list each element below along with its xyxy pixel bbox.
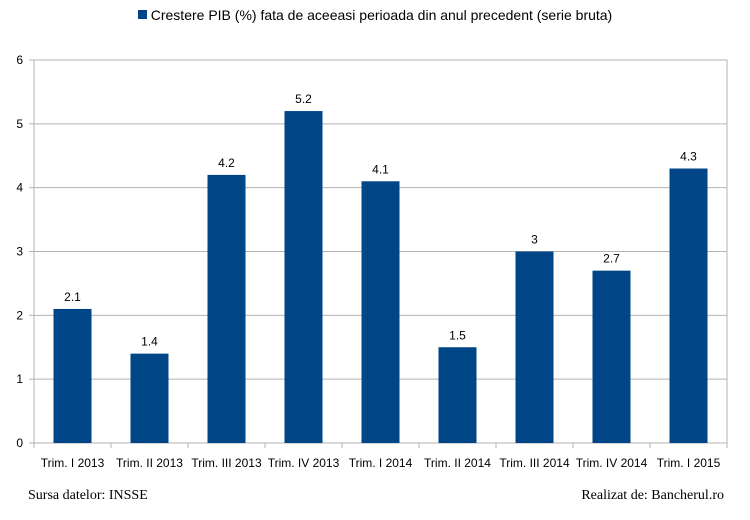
y-tick-label: 0 — [16, 436, 23, 450]
x-tick-label: Trim. II 2014 — [424, 456, 491, 470]
x-tick-label: Trim. II 2013 — [116, 456, 183, 470]
data-label: 4.3 — [680, 150, 697, 164]
y-tick-label: 5 — [16, 117, 23, 131]
x-tick-label: Trim. I 2013 — [41, 456, 105, 470]
y-tick-label: 4 — [16, 181, 23, 195]
bar — [284, 111, 323, 444]
data-label: 1.5 — [449, 328, 466, 342]
y-tick-label: 1 — [16, 372, 23, 386]
author-credit: Realizat de: Bancherul.ro — [581, 488, 724, 503]
x-tick-label: Trim. I 2014 — [349, 456, 413, 470]
legend-swatch — [137, 10, 147, 19]
data-label: 2.7 — [603, 252, 620, 266]
bar — [515, 251, 554, 443]
data-label: 3 — [531, 233, 538, 247]
bar — [592, 270, 631, 443]
data-source-note: Sursa datelor: INSSE — [28, 488, 148, 503]
bar — [207, 174, 246, 443]
legend: Crestere PIB (%) fata de aceeasi perioad… — [0, 7, 750, 23]
x-tick-label: Trim. III 2013 — [191, 456, 262, 470]
bar — [438, 347, 477, 443]
data-label: 5.2 — [295, 92, 312, 106]
bar — [361, 181, 400, 444]
x-tick-label: Trim. III 2014 — [499, 456, 570, 470]
data-label: 2.1 — [64, 290, 81, 304]
x-tick-label: Trim. IV 2014 — [576, 456, 648, 470]
bar — [130, 353, 169, 443]
x-tick-label: Trim. I 2015 — [657, 456, 721, 470]
bar — [53, 308, 92, 443]
y-tick-label: 6 — [16, 53, 23, 67]
data-label: 4.1 — [372, 162, 389, 176]
bar — [669, 168, 708, 443]
data-label: 4.2 — [218, 156, 235, 170]
legend-label: Crestere PIB (%) fata de aceeasi perioad… — [150, 7, 613, 23]
data-label: 1.4 — [141, 335, 158, 349]
bar-chart: 0 1 2 3 4 5 6 2.1 Trim. I 2013 1.4 Trim. II 2013 4.… — [16, 53, 728, 470]
y-tick-label: 2 — [16, 308, 23, 322]
y-tick-label: 3 — [16, 245, 23, 259]
x-tick-label: Trim. IV 2013 — [268, 456, 340, 470]
